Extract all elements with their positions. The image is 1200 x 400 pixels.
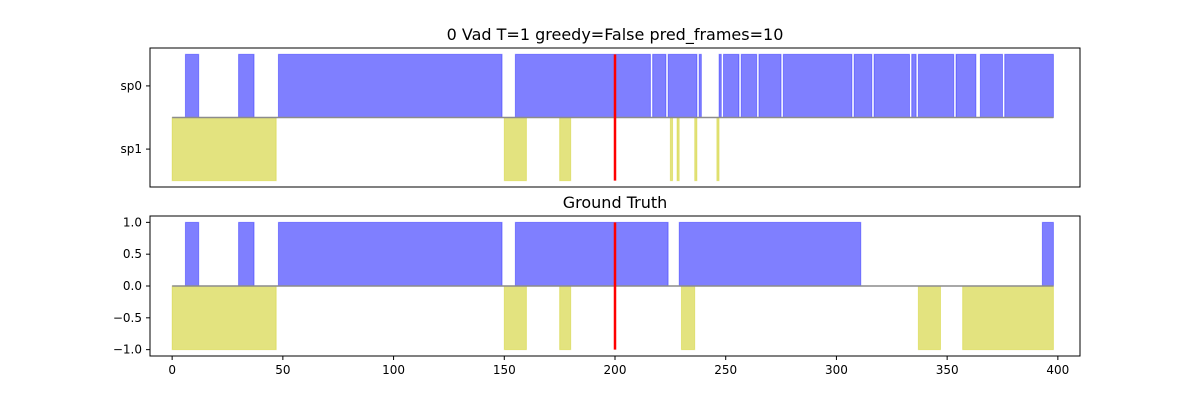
x-tick-label: 300 [825, 363, 848, 377]
speaker-0-segment [979, 53, 1003, 118]
vad-prediction-panel: 0 Vad T=1 greedy=False pred_frames=10 sp… [120, 25, 1081, 188]
speaker-0-segment [1004, 53, 1054, 118]
speaker-1-segment [917, 285, 941, 351]
speaker-1-segment [503, 285, 527, 351]
speaker-0-segment [1041, 221, 1054, 287]
speaker-1-segment [503, 117, 527, 182]
y-tick-label: 0.5 [123, 247, 142, 261]
speaker-1-segment [559, 117, 572, 182]
speaker-1-segment [680, 285, 696, 351]
x-tick-label: 250 [714, 363, 737, 377]
speaker-1-segment [694, 117, 698, 182]
speaker-0-segment [782, 53, 853, 118]
speaker-1-segment [171, 285, 277, 351]
speaker-0-segment [873, 53, 910, 118]
speaker-0-segment [277, 221, 503, 287]
speaker-0-segment [184, 53, 200, 118]
speaker-0-segment [238, 221, 255, 287]
speaker-1-segment [676, 117, 680, 182]
speaker-1-segment [171, 117, 277, 182]
speaker-0-segment [678, 221, 862, 287]
speaker-0-segment [853, 53, 873, 118]
speaker-0-segment [723, 53, 740, 118]
speaker-0-segment [667, 53, 698, 118]
x-tick-label: 150 [493, 363, 516, 377]
y-tick-label: sp0 [120, 79, 142, 93]
speaker-0-segment [718, 53, 722, 118]
y-tick-label: −0.5 [113, 311, 142, 325]
chart-title: Ground Truth [563, 193, 668, 212]
speaker-0-segment [955, 53, 977, 118]
x-tick-label: 100 [382, 363, 405, 377]
speaker-0-segment [238, 53, 255, 118]
speaker-0-segment [652, 53, 667, 118]
x-tick-label: 400 [1046, 363, 1069, 377]
y-tick-label: sp1 [120, 142, 142, 156]
y-tick-label: −1.0 [113, 343, 142, 357]
speaker-0-segment [514, 53, 651, 118]
speaker-0-segment [911, 53, 917, 118]
ground-truth-panel: Ground Truth 1.0 0.5 0.0 −0.5 −1.0 0 50 100 150 2… [113, 193, 1081, 377]
speaker-0-segment [917, 53, 955, 118]
x-tick-label: 200 [604, 363, 627, 377]
speaker-1-segment [669, 117, 674, 182]
speaker-0-segment [184, 221, 200, 287]
speaker-0-segment [698, 53, 702, 118]
speaker-0-segment [514, 221, 669, 287]
speaker-1-segment [962, 285, 1054, 351]
axes-frame [149, 47, 1081, 188]
x-tick-label: 0 [168, 363, 176, 377]
speaker-0-segment [758, 53, 782, 118]
speaker-0-segment [277, 53, 503, 118]
x-tick-label: 50 [275, 363, 290, 377]
x-tick-label: 350 [936, 363, 959, 377]
chart-title: 0 Vad T=1 greedy=False pred_frames=10 [447, 25, 784, 45]
speaker-1-segment [716, 117, 720, 182]
speaker-0-segment [740, 53, 758, 118]
y-tick-label: 0.0 [123, 279, 142, 293]
speaker-1-segment [559, 285, 572, 351]
y-tick-label: 1.0 [123, 215, 142, 229]
